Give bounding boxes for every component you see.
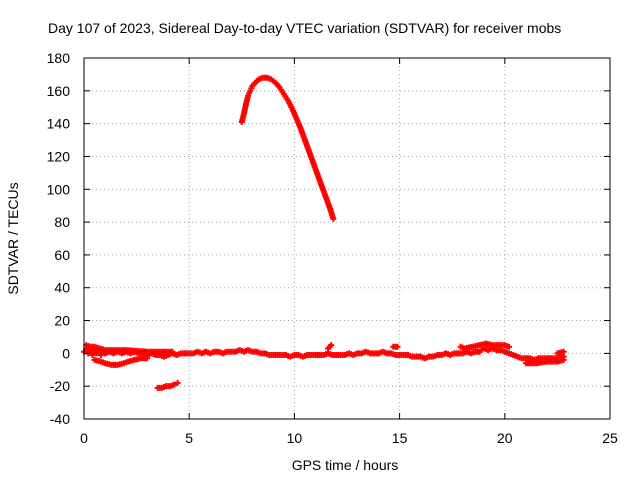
y-tick-label: 0	[62, 345, 70, 361]
y-tick-label: -40	[50, 411, 70, 427]
chart-title: Day 107 of 2023, Sidereal Day-to-day VTE…	[48, 20, 561, 36]
series-low-segment	[154, 379, 181, 391]
data-point	[169, 348, 176, 355]
x-tick-label: 5	[185, 430, 193, 446]
data-point	[330, 215, 337, 222]
grid-layer	[84, 58, 610, 419]
data-points	[81, 74, 567, 391]
data-point	[394, 343, 401, 350]
x-tick-label: 15	[392, 430, 408, 446]
data-point	[560, 356, 567, 363]
data-point	[144, 355, 151, 362]
tick-layer: 0 5 10 15 20 25 -40 -20 0 20 40 60 80 100 120 140 160 180	[47, 50, 618, 446]
data-point	[97, 352, 104, 359]
x-tick-label: 20	[497, 430, 513, 446]
series-high-arc	[238, 74, 337, 222]
data-point	[174, 379, 181, 386]
y-tick-label: 140	[47, 116, 71, 132]
x-tick-label: 10	[287, 430, 303, 446]
series-lower-band	[91, 355, 567, 368]
y-tick-label: -20	[50, 378, 70, 394]
x-axis-title: GPS time / hours	[292, 457, 399, 473]
y-tick-label: 40	[54, 280, 70, 296]
y-axis-title: SDTVAR / TECUs	[5, 182, 21, 294]
y-tick-label: 60	[54, 247, 70, 263]
data-point	[506, 343, 513, 350]
y-tick-label: 180	[47, 50, 71, 66]
x-tick-label: 25	[602, 430, 618, 446]
x-tick-label: 0	[80, 430, 88, 446]
y-tick-label: 100	[47, 181, 71, 197]
plot-frame	[83, 57, 611, 420]
data-point	[328, 342, 335, 349]
y-tick-label: 20	[54, 313, 70, 329]
series-upper-band	[83, 340, 567, 357]
data-point	[560, 348, 567, 355]
y-tick-label: 160	[47, 83, 71, 99]
y-tick-label: 80	[54, 214, 70, 230]
y-tick-label: 120	[47, 148, 71, 164]
data-point	[171, 381, 178, 388]
